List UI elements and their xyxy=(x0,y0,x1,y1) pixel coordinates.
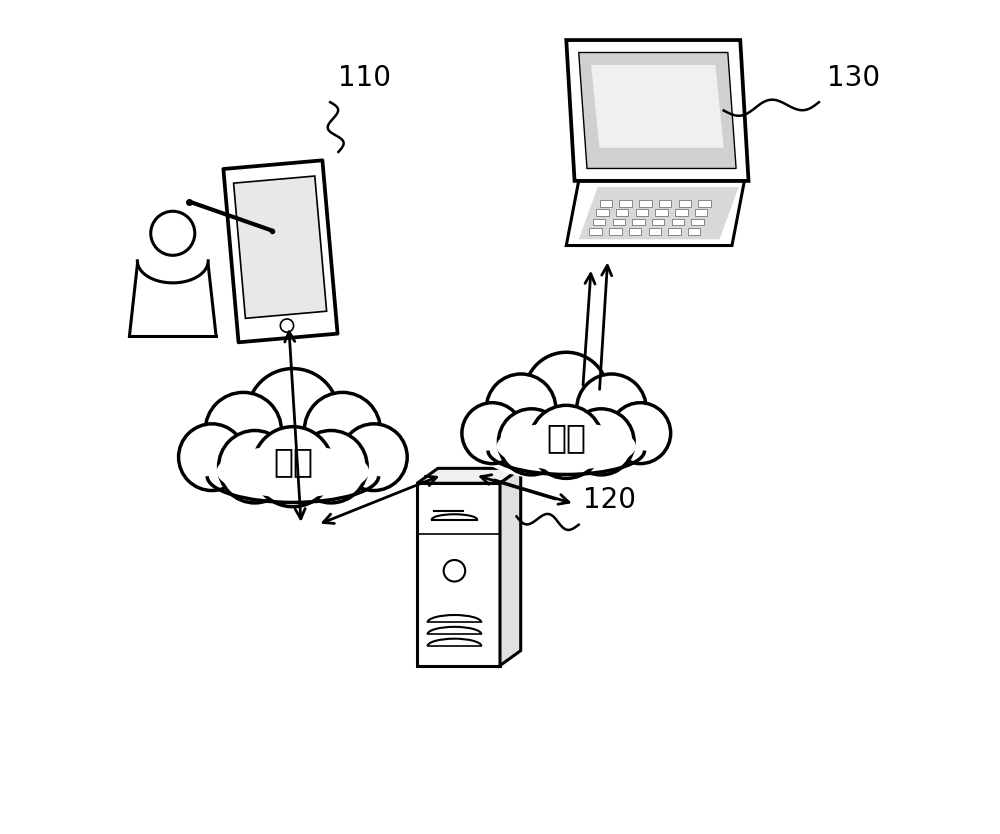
Circle shape xyxy=(205,392,281,469)
Bar xyxy=(652,219,664,225)
Circle shape xyxy=(568,409,634,475)
Bar xyxy=(636,209,648,216)
Ellipse shape xyxy=(217,445,369,498)
Bar xyxy=(688,229,700,235)
Polygon shape xyxy=(223,160,338,342)
Bar xyxy=(609,229,622,235)
Bar xyxy=(639,200,652,207)
Polygon shape xyxy=(417,483,500,666)
Bar xyxy=(616,209,628,216)
Bar xyxy=(679,200,691,207)
Text: 网络: 网络 xyxy=(546,421,586,454)
Bar xyxy=(629,229,641,235)
Bar xyxy=(589,229,602,235)
Polygon shape xyxy=(579,53,736,168)
Bar xyxy=(695,209,707,216)
Circle shape xyxy=(280,319,294,332)
Ellipse shape xyxy=(497,422,636,470)
Bar xyxy=(613,219,625,225)
Bar xyxy=(691,219,704,225)
Text: 120: 120 xyxy=(583,486,636,514)
Text: 110: 110 xyxy=(338,63,391,92)
Circle shape xyxy=(610,403,671,464)
Polygon shape xyxy=(579,187,739,239)
Polygon shape xyxy=(591,65,724,148)
Circle shape xyxy=(525,352,608,435)
Circle shape xyxy=(253,427,333,507)
Circle shape xyxy=(577,374,646,444)
Polygon shape xyxy=(234,176,327,319)
Circle shape xyxy=(486,374,556,444)
Polygon shape xyxy=(566,40,749,181)
Circle shape xyxy=(179,424,245,490)
Bar xyxy=(619,200,632,207)
Circle shape xyxy=(151,211,195,255)
Circle shape xyxy=(498,409,565,475)
Circle shape xyxy=(530,405,603,479)
Circle shape xyxy=(219,430,291,503)
Text: 130: 130 xyxy=(827,63,880,92)
Bar xyxy=(659,200,671,207)
Ellipse shape xyxy=(479,420,653,481)
Circle shape xyxy=(462,403,523,464)
Ellipse shape xyxy=(198,443,388,510)
Circle shape xyxy=(444,560,465,581)
Bar xyxy=(596,209,609,216)
Bar xyxy=(649,229,661,235)
Circle shape xyxy=(304,392,381,469)
Bar xyxy=(655,209,668,216)
Bar xyxy=(698,200,711,207)
Circle shape xyxy=(341,424,407,490)
Bar xyxy=(600,200,612,207)
Polygon shape xyxy=(500,469,521,666)
Circle shape xyxy=(247,369,339,460)
Text: 网络: 网络 xyxy=(273,445,313,479)
Bar xyxy=(593,219,605,225)
Circle shape xyxy=(295,430,367,503)
Bar xyxy=(675,209,688,216)
Polygon shape xyxy=(566,181,744,245)
Bar xyxy=(672,219,684,225)
Polygon shape xyxy=(417,469,521,483)
Polygon shape xyxy=(129,264,216,335)
Bar xyxy=(632,219,645,225)
Bar xyxy=(668,229,681,235)
